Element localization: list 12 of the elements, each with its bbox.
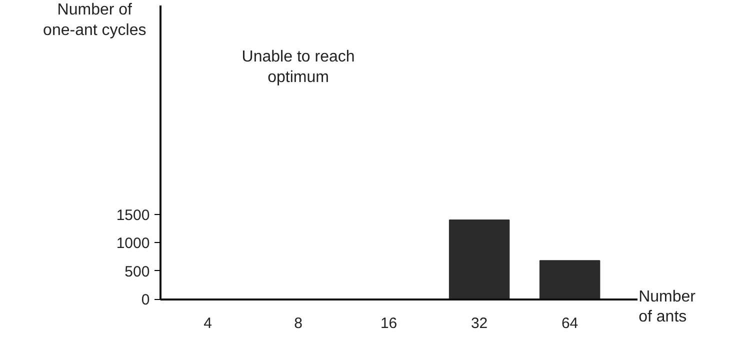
x-tick-label: 32 [470,315,488,332]
y-axis-title: Number of one-ant cycles [43,1,146,39]
y-tick-label: 1000 [116,235,150,252]
x-tick-label: 64 [561,315,578,332]
x-tick-label: 4 [204,315,212,332]
y-tick-label: 500 [124,263,150,280]
x-tick-label: 8 [294,315,302,332]
y-tick-label: 1500 [116,206,150,224]
x-axis-title: Number of ants [638,288,696,326]
x-tick-label: 16 [380,315,398,332]
annotation: Unable to reach optimum [242,48,355,86]
y-tick-label: 0 [141,292,150,309]
